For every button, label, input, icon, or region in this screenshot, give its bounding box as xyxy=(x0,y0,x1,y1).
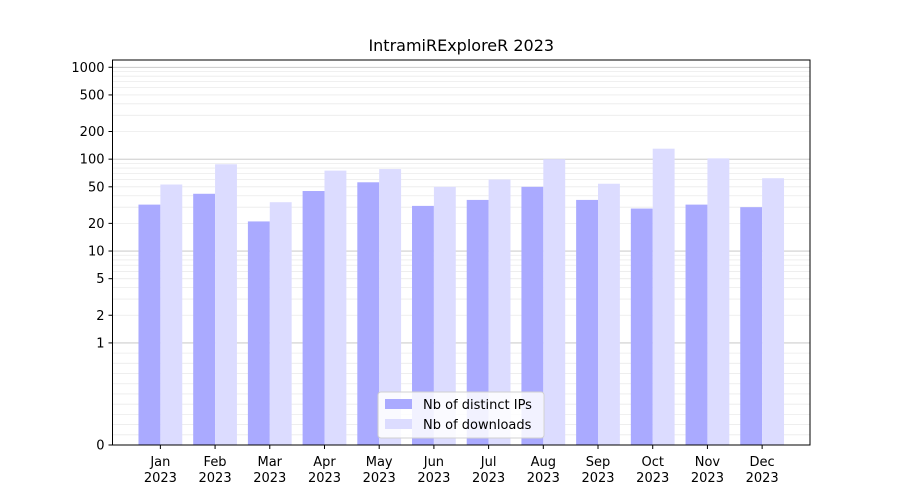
bar-distinct-ips xyxy=(247,221,270,445)
bar-distinct-ips xyxy=(466,199,489,445)
y-tick-label: 200 xyxy=(80,125,105,140)
bar-downloads xyxy=(433,186,456,445)
bar-distinct-ips xyxy=(193,193,216,445)
bar-distinct-ips xyxy=(740,207,763,445)
bar-distinct-ips xyxy=(576,199,599,445)
x-tick-label-month: Nov xyxy=(695,455,721,470)
bar-downloads xyxy=(215,164,237,445)
x-tick-label-month: Oct xyxy=(641,455,663,470)
bar-downloads xyxy=(269,202,292,445)
legend-label: Nb of distinct IPs xyxy=(423,398,532,413)
x-tick-label-month: Dec xyxy=(750,455,775,470)
legend-swatch xyxy=(385,419,412,429)
x-tick-label-year: 2023 xyxy=(363,471,396,486)
x-tick-label-year: 2023 xyxy=(527,471,560,486)
y-tick-label: 1000 xyxy=(71,61,104,76)
y-axis: 0 1 2 5 10 20 50 100 200 500 1000 xyxy=(71,61,113,454)
x-tick-label-month: Jun xyxy=(423,455,444,470)
y-tick-label: 0 xyxy=(96,439,104,454)
x-tick-label-year: 2023 xyxy=(691,471,724,486)
x-tick-label-month: Jan xyxy=(149,455,170,470)
x-tick-label-year: 2023 xyxy=(636,471,669,486)
bar-distinct-ips xyxy=(302,191,325,445)
x-tick-label-year: 2023 xyxy=(253,471,286,486)
bar-downloads xyxy=(379,169,402,446)
bar-downloads xyxy=(762,178,785,445)
x-tick-label-year: 2023 xyxy=(144,471,177,486)
x-tick-label-year: 2023 xyxy=(472,471,505,486)
x-tick-label-month: Apr xyxy=(313,455,336,470)
x-tick-label-month: May xyxy=(366,455,393,470)
bar-downloads xyxy=(488,179,511,446)
chart-title: IntramiRExploreR 2023 xyxy=(368,36,554,55)
y-tick-label: 20 xyxy=(88,217,105,232)
x-tick-label-month: Mar xyxy=(258,455,283,470)
y-tick-label: 50 xyxy=(88,180,105,195)
bar-distinct-ips xyxy=(138,204,161,445)
y-tick-label: 500 xyxy=(80,88,105,103)
y-tick-label: 2 xyxy=(96,309,104,324)
x-tick-label-month: Feb xyxy=(204,455,227,470)
plot-frame xyxy=(112,59,811,446)
legend-swatch xyxy=(385,399,412,409)
x-tick-label-month: Jul xyxy=(480,455,497,470)
bar-distinct-ips xyxy=(357,182,380,446)
y-tick-label: 5 xyxy=(96,272,104,287)
bar-distinct-ips xyxy=(630,208,653,445)
y-tick-label: 10 xyxy=(88,245,105,260)
bar-distinct-ips xyxy=(521,186,544,445)
bar-distinct-ips xyxy=(685,204,708,445)
bar-downloads xyxy=(707,158,730,445)
bar-downloads xyxy=(324,170,347,446)
bar-downloads xyxy=(543,159,566,446)
y-tick-label: 1 xyxy=(96,336,104,351)
legend-label: Nb of downloads xyxy=(423,418,532,433)
legend: Nb of distinct IPs Nb of downloads xyxy=(377,391,545,439)
x-tick-label-year: 2023 xyxy=(746,471,779,486)
bars xyxy=(138,148,785,446)
x-axis: Jan2023Feb2023Mar2023Apr2023May2023Jun20… xyxy=(144,445,779,486)
x-tick-label-month: Aug xyxy=(531,455,556,470)
x-tick-label-year: 2023 xyxy=(308,471,341,486)
x-tick-label-year: 2023 xyxy=(417,471,450,486)
legend-box xyxy=(377,391,545,439)
x-tick-label-year: 2023 xyxy=(199,471,232,486)
bar-distinct-ips xyxy=(412,205,434,445)
bar-downloads xyxy=(160,184,183,445)
x-tick-label-month: Sep xyxy=(586,455,611,470)
bar-downloads xyxy=(598,183,620,446)
bar-downloads xyxy=(652,148,675,445)
x-tick-label-year: 2023 xyxy=(581,471,614,486)
y-tick-label: 100 xyxy=(80,153,105,168)
